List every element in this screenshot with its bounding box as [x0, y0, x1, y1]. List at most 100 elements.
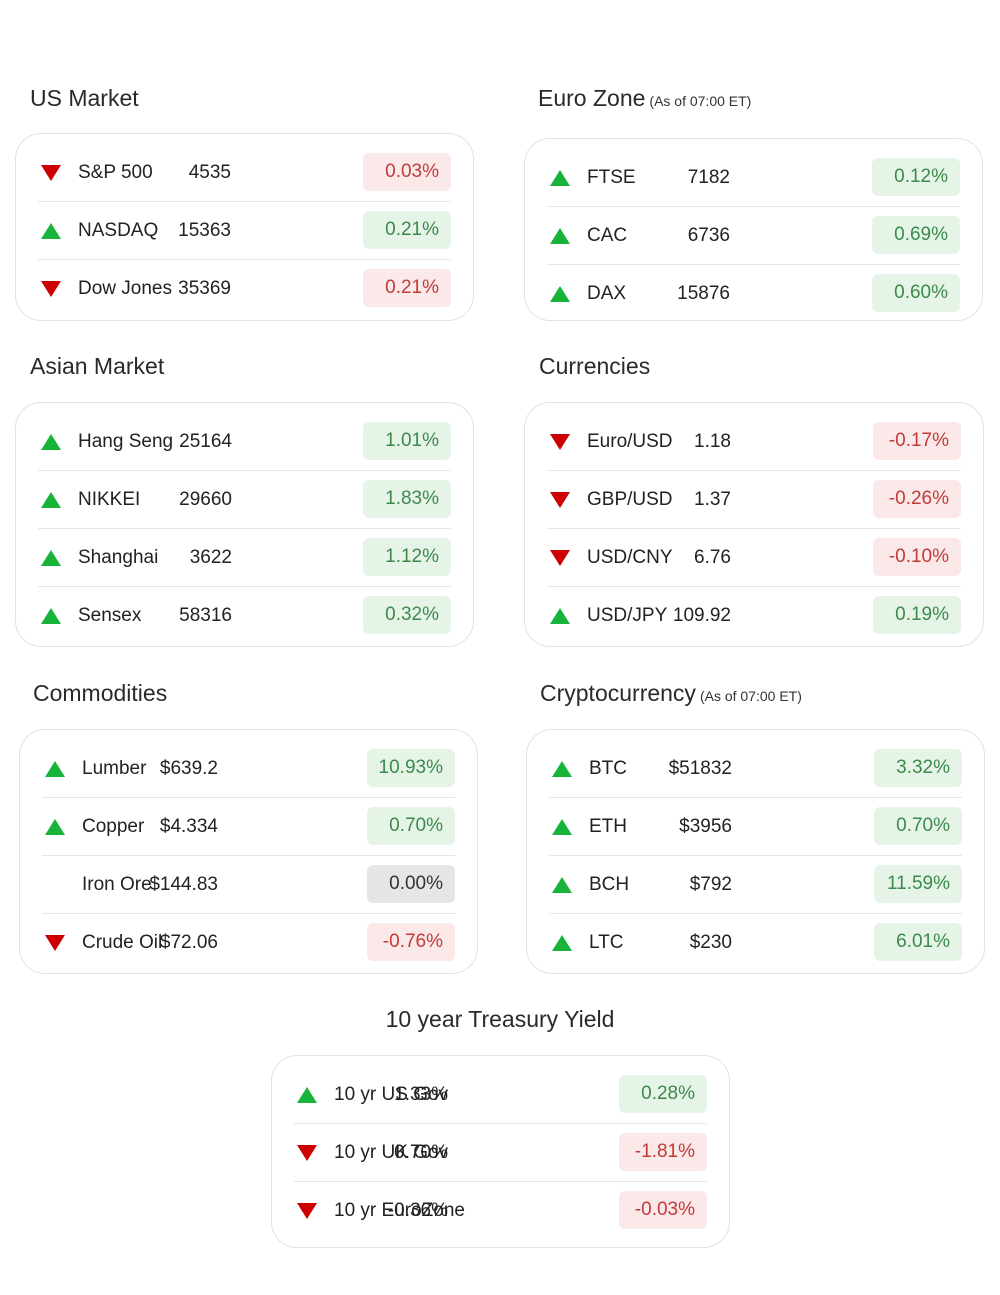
triangle-down-icon	[40, 280, 62, 300]
change-badge: 1.01%	[363, 422, 451, 460]
table-row[interactable]: Crude Oil $72.06 -0.76%	[42, 914, 455, 972]
row-name: Iron Ore	[82, 874, 152, 895]
row-divider	[38, 585, 451, 587]
triangle-down-icon	[40, 164, 62, 184]
row-divider	[549, 796, 962, 798]
row-name: BCH	[589, 874, 630, 895]
triangle-up-icon	[44, 818, 66, 838]
row-value: -0.36%	[387, 1200, 448, 1221]
change-badge: 6.01%	[874, 923, 962, 961]
row-value: 7182	[687, 167, 730, 188]
table-row[interactable]: NASDAQ 15363 0.21%	[38, 202, 451, 260]
change-badge: -0.76%	[367, 923, 455, 961]
row-name: USD/JPY	[587, 605, 668, 626]
commodities-card: Lumber $639.2 10.93% Copper $4.334 0.70% Iron …	[19, 729, 478, 974]
triangle-up-icon	[551, 818, 573, 838]
row-value: 58316	[179, 605, 232, 626]
table-row[interactable]: USD/JPY 109.92 0.19%	[547, 587, 961, 645]
row-name: 10 yr US Gov	[334, 1084, 449, 1105]
table-row[interactable]: USD/CNY 6.76 -0.10%	[547, 529, 961, 587]
table-row[interactable]: 10 yr UK Gov 0.70% -1.81%	[294, 1124, 707, 1182]
treasury-card: 10 yr US Gov 1.33% 0.28% 10 yr UK Gov 0.70% -…	[271, 1055, 730, 1248]
row-name: 10 yr UK Gov	[334, 1142, 449, 1163]
section-subtitle: (As of 07:00 ET)	[699, 688, 802, 704]
table-row[interactable]: GBP/USD 1.37 -0.26%	[547, 471, 961, 529]
currencies-title: Currencies	[539, 351, 650, 381]
change-badge: 3.32%	[874, 749, 962, 787]
change-badge: 0.19%	[873, 596, 961, 634]
table-row[interactable]: Hang Seng 25164 1.01%	[38, 413, 451, 471]
row-value: 15363	[178, 220, 231, 241]
change-badge: -0.26%	[873, 480, 961, 518]
row-divider	[42, 854, 455, 856]
table-row[interactable]: Lumber $639.2 10.93%	[42, 740, 455, 798]
table-row[interactable]: Iron Ore $144.83 0.00%	[42, 856, 455, 914]
section-title-text: 10 year Treasury Yield	[385, 1006, 615, 1032]
triangle-up-icon	[549, 607, 571, 627]
row-value: $230	[689, 932, 732, 953]
table-row[interactable]: 10 yr EuroZone -0.36% -0.03%	[294, 1182, 707, 1240]
row-divider	[549, 912, 962, 914]
table-row[interactable]: Sensex 58316 0.32%	[38, 587, 451, 645]
row-name: NIKKEI	[78, 489, 141, 510]
row-name: CAC	[587, 225, 628, 246]
change-badge: 10.93%	[367, 749, 455, 787]
triangle-up-icon	[551, 876, 573, 896]
table-row[interactable]: LTC $230 6.01%	[549, 914, 962, 972]
row-divider	[38, 527, 451, 529]
table-row[interactable]: DAX 15876 0.60%	[547, 265, 960, 323]
table-row[interactable]: 10 yr US Gov 1.33% 0.28%	[294, 1066, 707, 1124]
row-name: Hang Seng	[78, 431, 174, 452]
table-row[interactable]: Dow Jones 35369 0.21%	[38, 260, 451, 318]
row-divider	[294, 1180, 707, 1182]
section-title-text: Cryptocurrency	[540, 680, 696, 706]
table-row[interactable]: CAC 6736 0.69%	[547, 207, 960, 265]
row-value: $639.2	[159, 758, 218, 779]
row-value: 29660	[179, 489, 232, 510]
triangle-up-icon	[551, 760, 573, 780]
triangle-down-icon	[549, 491, 571, 511]
row-divider	[38, 200, 451, 202]
table-row[interactable]: ETH $3956 0.70%	[549, 798, 962, 856]
row-value: $144.83	[149, 874, 218, 895]
row-name: GBP/USD	[587, 489, 673, 510]
section-title-text: Commodities	[33, 680, 168, 706]
asian-market-title: Asian Market	[30, 351, 164, 381]
change-badge: -0.10%	[873, 538, 961, 576]
row-value: 35369	[178, 278, 231, 299]
change-badge: 0.70%	[367, 807, 455, 845]
table-row[interactable]: Shanghai 3622 1.12%	[38, 529, 451, 587]
row-divider	[547, 469, 961, 471]
change-badge: 1.12%	[363, 538, 451, 576]
change-badge: 1.83%	[363, 480, 451, 518]
section-title-text: Currencies	[539, 353, 651, 379]
triangle-up-icon	[40, 607, 62, 627]
triangle-up-icon	[40, 222, 62, 242]
row-value: $72.06	[159, 932, 218, 953]
table-row[interactable]: S&P 500 4535 0.03%	[38, 144, 451, 202]
row-value: $792	[689, 874, 732, 895]
table-row[interactable]: FTSE 7182 0.12%	[547, 149, 960, 207]
row-value: 6.76	[694, 547, 731, 568]
table-row[interactable]: BTC $51832 3.32%	[549, 740, 962, 798]
change-badge: 0.28%	[619, 1075, 707, 1113]
triangle-down-icon	[549, 433, 571, 453]
row-divider	[38, 258, 451, 260]
row-value: $3956	[679, 816, 732, 837]
change-badge: -1.81%	[619, 1133, 707, 1171]
row-name: Copper	[82, 816, 145, 837]
row-divider	[547, 263, 960, 265]
change-badge: -0.17%	[873, 422, 961, 460]
table-row[interactable]: Copper $4.334 0.70%	[42, 798, 455, 856]
change-badge: 0.32%	[363, 596, 451, 634]
row-name: DAX	[587, 283, 627, 304]
triangle-up-icon	[549, 227, 571, 247]
row-value: 1.37	[694, 489, 731, 510]
table-row[interactable]: BCH $792 11.59%	[549, 856, 962, 914]
row-value: 0.70%	[394, 1142, 448, 1163]
table-row[interactable]: Euro/USD 1.18 -0.17%	[547, 413, 961, 471]
table-row[interactable]: NIKKEI 29660 1.83%	[38, 471, 451, 529]
change-badge: 11.59%	[874, 865, 962, 903]
triangle-down-icon	[296, 1202, 318, 1222]
change-badge: 0.21%	[363, 269, 451, 307]
